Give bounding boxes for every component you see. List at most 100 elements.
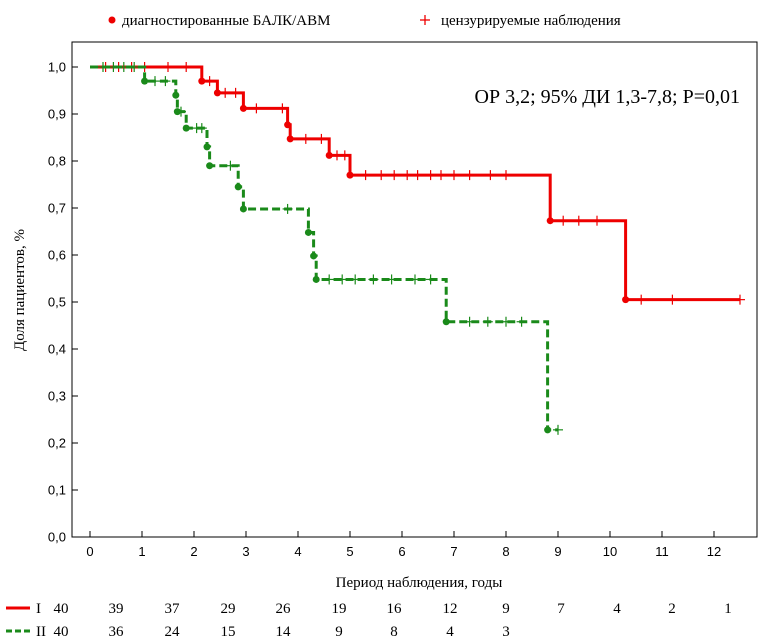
at-risk-count: 40	[54, 624, 69, 640]
event-point-II	[234, 183, 242, 191]
event-point-II	[239, 205, 247, 213]
event-point-II	[172, 91, 180, 99]
at-risk-count: 15	[221, 624, 236, 640]
censored-mark-II	[368, 274, 379, 285]
event-point-I	[286, 135, 294, 143]
event-point-I	[325, 151, 333, 159]
event-point-II	[304, 228, 312, 236]
censored-mark-II	[425, 274, 436, 285]
censored-mark-I	[230, 87, 241, 98]
at-risk-count: 9	[502, 601, 510, 617]
numbers-at-risk-table: I 40 39 37 29 26 19 16 12 9 7 4 2 1 II 40 36 24 15 14 9 8 4 3	[6, 601, 732, 640]
event-point-II	[182, 124, 190, 132]
event-point-II	[141, 77, 149, 85]
legend: диагностированные БАЛК/АВМ цензурируемые…	[108, 13, 621, 29]
x-tick-label: 11	[655, 544, 669, 559]
at-risk-count: 14	[276, 624, 292, 640]
event-point-II	[310, 252, 318, 260]
at-risk-count: 2	[668, 601, 676, 617]
censored-mark-I	[300, 133, 311, 144]
y-tick-label: 0,5	[48, 295, 66, 310]
y-axis-title: Доля пациентов, %	[12, 229, 28, 351]
y-tick-label: 0,0	[48, 530, 66, 545]
x-tick-label: 8	[502, 544, 509, 559]
x-tick-label: 1	[138, 544, 145, 559]
censored-mark-I	[573, 215, 584, 226]
x-tick-label: 9	[554, 544, 561, 559]
censored-mark-II	[282, 203, 293, 214]
censored-mark-II	[464, 316, 475, 327]
censored-mark-I	[251, 103, 262, 114]
legend-event-marker	[108, 16, 116, 24]
censored-mark-II	[118, 62, 129, 72]
at-risk-count: 4	[613, 601, 621, 617]
event-point-I	[546, 217, 554, 225]
at-risk-count: 19	[332, 601, 347, 617]
censored-mark-I	[389, 170, 400, 181]
event-point-II	[442, 318, 450, 326]
at-risk-count: 39	[109, 601, 124, 617]
censored-mark-I	[220, 87, 231, 98]
censored-mark-I	[667, 294, 678, 305]
y-tick-label: 0,7	[48, 201, 66, 216]
event-point-I	[239, 104, 247, 112]
at-risk-count: 29	[221, 601, 236, 617]
at-risk-count: 8	[390, 624, 398, 640]
censored-mark-II	[176, 106, 186, 117]
censored-mark-II	[386, 274, 397, 285]
at-risk-count: 26	[276, 601, 292, 617]
x-tick-label: 0	[86, 544, 93, 559]
hazard-ratio-annotation: ОР 3,2; 95% ДИ 1,3-7,8; P=0,01	[475, 86, 741, 108]
censored-mark-I	[735, 294, 745, 305]
censored-mark-II	[337, 274, 348, 285]
censored-mark-I	[464, 170, 475, 181]
y-tick-label: 0,6	[48, 248, 66, 263]
censored-mark-II	[324, 274, 335, 285]
event-point-I	[213, 89, 221, 97]
y-axis: 0,0 0,1 0,2 0,3 0,4 0,5 0,6 0,7 0,8 0,9 1,0	[48, 60, 78, 545]
censored-mark-II	[160, 76, 171, 87]
series-II	[90, 62, 563, 435]
y-tick-label: 0,8	[48, 154, 66, 169]
censored-mark-I	[163, 62, 173, 72]
at-risk-count: 37	[165, 601, 181, 617]
censored-mark-II	[410, 274, 420, 285]
at-risk-count: 36	[109, 624, 125, 640]
y-tick-label: 0,4	[48, 342, 66, 357]
plot-area	[71, 41, 758, 538]
censored-mark-I	[425, 170, 436, 181]
event-point-II	[544, 426, 552, 434]
censored-mark-I	[592, 215, 602, 226]
censored-mark-II	[482, 316, 493, 327]
y-tick-label: 0,2	[48, 436, 66, 451]
event-point-II	[203, 143, 211, 151]
censored-mark-I	[412, 170, 423, 181]
censored-mark-I	[316, 133, 327, 144]
x-tick-label: 6	[398, 544, 405, 559]
y-tick-label: 1,0	[48, 60, 66, 75]
censored-mark-I	[485, 170, 496, 181]
event-point-II	[206, 162, 214, 170]
y-tick-label: 0,3	[48, 389, 66, 404]
x-tick-label: 12	[707, 544, 721, 559]
at-risk-count: 12	[443, 601, 458, 617]
censored-mark-II	[516, 316, 527, 327]
x-tick-label: 3	[242, 544, 249, 559]
censored-mark-I	[360, 170, 371, 181]
censored-mark-II	[196, 123, 207, 134]
censored-mark-II	[501, 316, 511, 327]
at-risk-count: 7	[557, 601, 565, 617]
x-tick-label: 5	[346, 544, 353, 559]
risk-row-label-I: I	[36, 601, 41, 617]
curve-line-I	[90, 65, 740, 302]
x-axis: 0 1 2 3 4 5 6 7 8 9 10 11 12	[86, 531, 721, 559]
censored-mark-I	[204, 76, 215, 87]
event-point-II	[312, 275, 320, 283]
censored-mark-II	[98, 62, 108, 72]
at-risk-count: 1	[724, 601, 732, 617]
event-point-I	[346, 171, 354, 179]
curve-line-II	[90, 65, 558, 432]
censored-mark-I	[449, 170, 459, 181]
survival-curves	[90, 62, 745, 435]
